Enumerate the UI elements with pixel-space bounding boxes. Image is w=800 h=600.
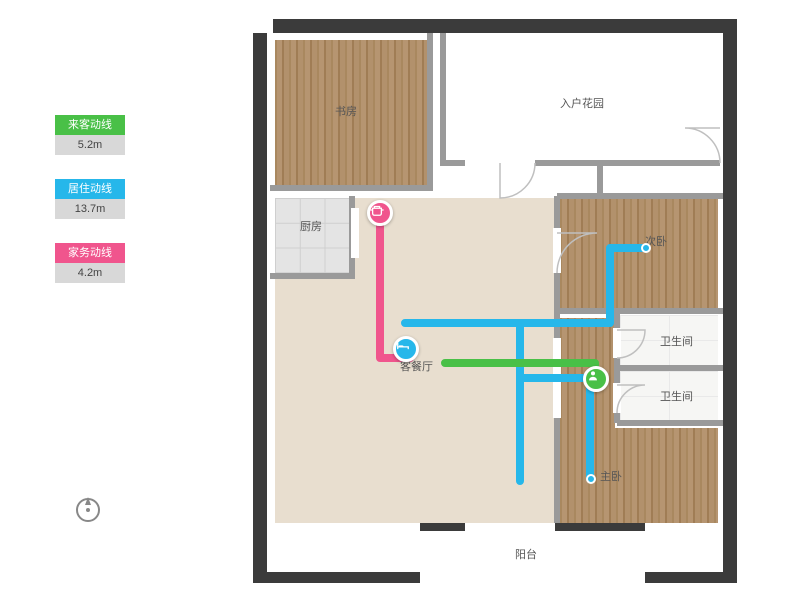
legend: 来客动线 5.2m 居住动线 13.7m 家务动线 4.2m [55, 115, 125, 307]
legend-label: 来客动线 [55, 115, 125, 135]
legend-item-chore: 家务动线 4.2m [55, 243, 125, 283]
legend-value: 4.2m [55, 263, 125, 283]
floor-plan: 书房 入户花园 厨房 次卧 客餐厅 卫生间 卫生间 主卧 阳台 [205, 18, 765, 583]
flow-end-dot [586, 474, 596, 484]
walls-layer [205, 18, 765, 583]
flow-end-dot [641, 243, 651, 253]
legend-value: 5.2m [55, 135, 125, 155]
live-marker-icon [393, 336, 419, 362]
legend-label: 家务动线 [55, 243, 125, 263]
legend-item-guest: 来客动线 5.2m [55, 115, 125, 155]
legend-label: 居住动线 [55, 179, 125, 199]
legend-item-live: 居住动线 13.7m [55, 179, 125, 219]
legend-value: 13.7m [55, 199, 125, 219]
chore-marker-icon [367, 200, 393, 226]
compass-icon [73, 495, 103, 525]
guest-marker-icon [583, 366, 609, 392]
